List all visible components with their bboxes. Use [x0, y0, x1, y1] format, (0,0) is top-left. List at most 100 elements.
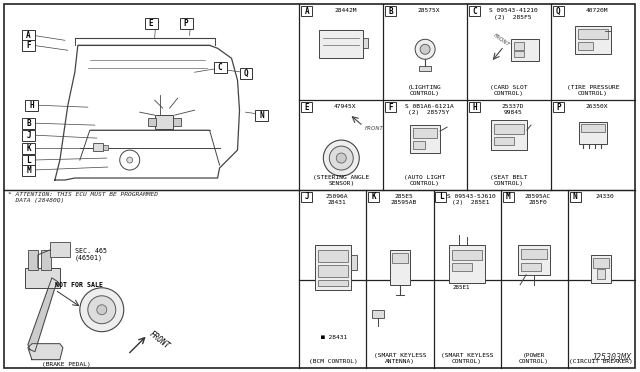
Circle shape	[415, 39, 435, 59]
Bar	[502, 192, 513, 202]
Bar	[390, 250, 410, 285]
Text: (SMART KEYLESS
ANTENNA): (SMART KEYLESS ANTENNA)	[374, 353, 426, 364]
Circle shape	[80, 288, 124, 332]
Text: K: K	[372, 192, 376, 202]
Bar	[521, 249, 547, 259]
Bar	[511, 39, 539, 61]
Circle shape	[88, 296, 116, 324]
Text: SEC. 465
(46501): SEC. 465 (46501)	[75, 248, 107, 262]
Text: N: N	[260, 111, 264, 120]
Text: (AUTO LIGHT
CONTROL): (AUTO LIGHT CONTROL)	[404, 175, 445, 186]
Bar	[155, 115, 173, 129]
Bar	[318, 250, 348, 262]
Bar	[364, 38, 368, 48]
Bar	[22, 130, 35, 141]
Bar	[579, 122, 607, 144]
Bar	[410, 125, 440, 153]
Text: (BCM CONTROL): (BCM CONTROL)	[308, 359, 357, 364]
Text: FRONT: FRONT	[148, 329, 172, 350]
Bar	[93, 143, 103, 151]
Text: F: F	[388, 103, 393, 112]
Text: * ATTENTION: THIS ECU MUST BE PROGRAMMED
  DATA (28480Q): * ATTENTION: THIS ECU MUST BE PROGRAMMED…	[8, 192, 158, 203]
Bar	[452, 250, 482, 260]
Polygon shape	[28, 344, 63, 360]
Bar	[22, 155, 35, 166]
Text: E: E	[305, 103, 309, 112]
Bar	[173, 118, 180, 126]
Bar	[25, 268, 60, 288]
Bar	[50, 242, 70, 257]
Bar	[494, 137, 514, 145]
Text: (CIRCUIT BREAKER): (CIRCUIT BREAKER)	[569, 359, 633, 364]
Circle shape	[127, 157, 132, 163]
Bar	[553, 6, 564, 16]
Text: C: C	[472, 7, 477, 16]
Bar	[413, 128, 437, 138]
Bar	[369, 192, 380, 202]
Bar	[521, 263, 541, 271]
Bar	[145, 18, 157, 29]
Text: 26350X: 26350X	[586, 104, 608, 109]
Text: S 09543-5J610
(2)  285E1: S 09543-5J610 (2) 285E1	[447, 194, 495, 205]
Bar	[385, 102, 396, 112]
Bar	[255, 110, 268, 121]
Text: FRONT: FRONT	[492, 32, 510, 47]
Text: (LIGHTING
CONTROL): (LIGHTING CONTROL)	[408, 86, 442, 96]
Text: B: B	[26, 119, 31, 128]
Bar	[593, 258, 609, 268]
Bar	[392, 253, 408, 263]
Bar	[25, 100, 38, 111]
Text: (TIRE PRESSURE
CONTROL): (TIRE PRESSURE CONTROL)	[566, 86, 619, 96]
Text: (CARD SLOT
CONTROL): (CARD SLOT CONTROL)	[490, 86, 528, 96]
Text: E: E	[149, 19, 154, 28]
Text: 285E5
28595AB: 285E5 28595AB	[391, 194, 417, 205]
Bar	[452, 263, 472, 271]
Bar	[449, 245, 485, 283]
Text: ■ 28431: ■ 28431	[321, 335, 347, 340]
Text: (POWER
CONTROL): (POWER CONTROL)	[519, 353, 549, 364]
Text: N: N	[573, 192, 577, 202]
Bar	[578, 42, 593, 50]
Text: Q: Q	[244, 69, 248, 78]
Circle shape	[336, 153, 346, 163]
Text: 28595AC
285F0: 28595AC 285F0	[525, 194, 551, 205]
Bar	[518, 245, 550, 275]
Bar	[372, 310, 385, 318]
Bar	[22, 165, 35, 176]
Circle shape	[330, 146, 353, 170]
Text: (SMART KEYLESS
CONTROL): (SMART KEYLESS CONTROL)	[441, 353, 493, 364]
Bar	[385, 6, 396, 16]
Bar	[578, 29, 608, 39]
Bar	[514, 42, 524, 50]
Bar	[597, 269, 605, 279]
Bar	[413, 141, 425, 149]
Bar	[103, 145, 108, 150]
Bar	[319, 31, 364, 58]
Text: C: C	[218, 63, 222, 72]
Bar	[570, 192, 580, 202]
Bar	[28, 250, 38, 270]
Circle shape	[97, 305, 107, 315]
Bar	[22, 31, 35, 41]
Text: 28442M: 28442M	[334, 8, 356, 13]
Bar	[301, 102, 312, 112]
Text: M: M	[26, 166, 31, 175]
Bar	[491, 120, 527, 150]
Bar	[180, 18, 193, 29]
Text: L: L	[438, 192, 444, 202]
Bar	[575, 26, 611, 54]
Text: S 09543-41210
(2)  285F5: S 09543-41210 (2) 285F5	[488, 8, 538, 20]
Text: M: M	[506, 192, 510, 202]
Text: H: H	[29, 101, 34, 110]
Bar	[22, 40, 35, 51]
Text: P: P	[184, 19, 188, 28]
Bar	[469, 102, 480, 112]
Bar	[22, 118, 35, 129]
Polygon shape	[28, 278, 58, 352]
Text: 25337D
99845: 25337D 99845	[502, 104, 524, 115]
Text: A: A	[305, 7, 309, 16]
Text: 40720M: 40720M	[586, 8, 608, 13]
Bar	[494, 124, 524, 134]
Text: A: A	[26, 31, 31, 40]
Text: J: J	[305, 192, 309, 202]
